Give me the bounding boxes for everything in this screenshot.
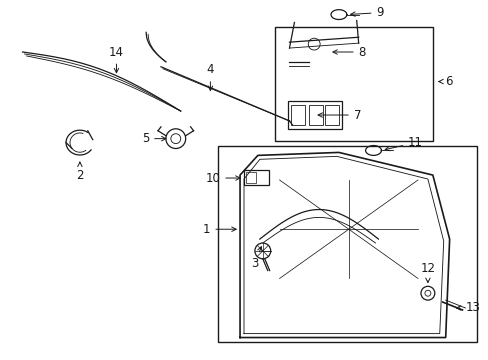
Text: 9: 9 <box>350 6 383 19</box>
Text: 7: 7 <box>317 108 361 122</box>
Bar <box>218 145 476 342</box>
Bar <box>245 172 255 183</box>
Bar <box>244 170 268 185</box>
Text: 5: 5 <box>142 132 165 145</box>
Text: 3: 3 <box>251 247 262 270</box>
Text: 11: 11 <box>385 136 422 151</box>
Bar <box>308 105 323 125</box>
Text: 13: 13 <box>455 301 479 315</box>
Bar <box>287 101 341 129</box>
Bar <box>274 27 432 141</box>
Text: 10: 10 <box>205 171 240 185</box>
Text: 6: 6 <box>444 75 451 88</box>
Text: 8: 8 <box>332 45 366 59</box>
Text: 12: 12 <box>420 262 434 283</box>
Text: 4: 4 <box>206 63 214 90</box>
Text: 14: 14 <box>109 45 124 73</box>
Text: 2: 2 <box>76 162 83 181</box>
Text: 1: 1 <box>203 223 236 236</box>
Bar <box>291 105 305 125</box>
Bar <box>325 105 338 125</box>
